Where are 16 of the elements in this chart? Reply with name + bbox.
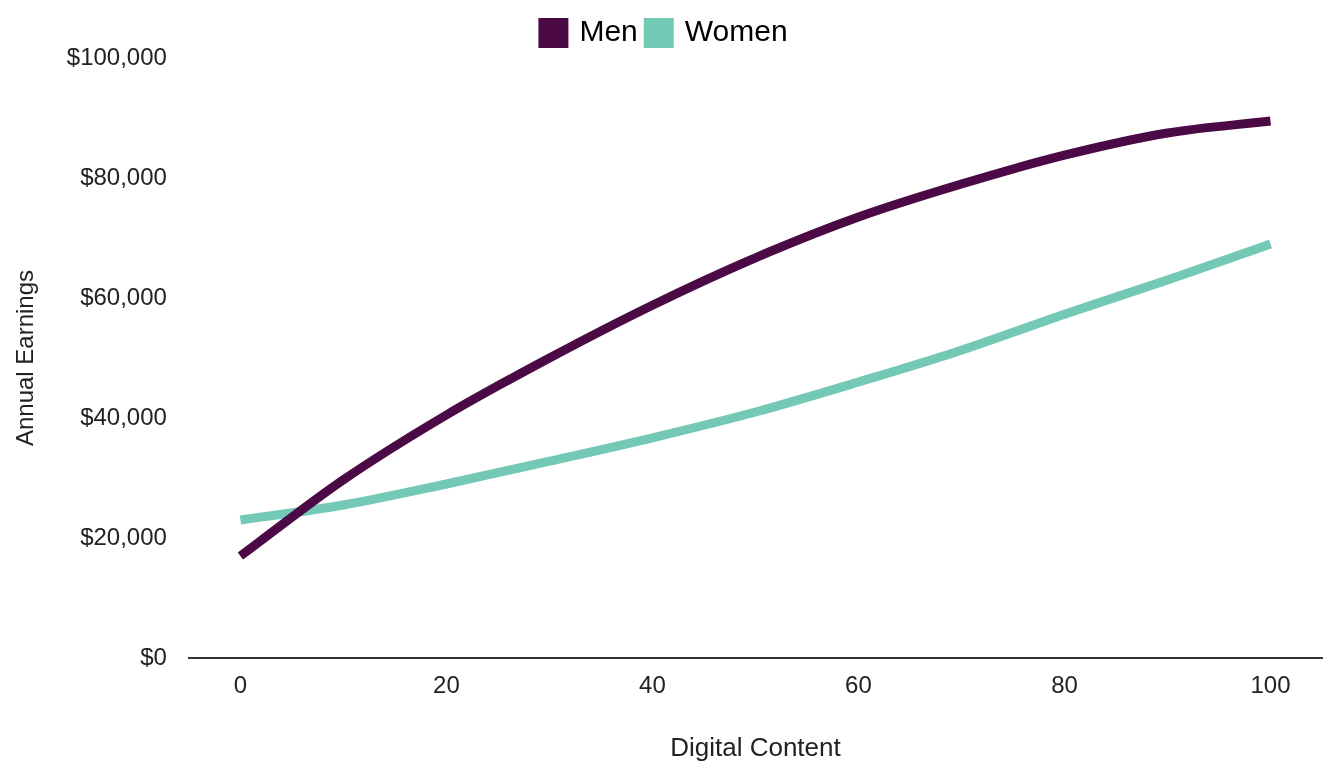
x-tick-label: 80	[1051, 671, 1078, 699]
x-tick-label: 100	[1250, 671, 1291, 699]
y-tick-label: $80,000	[80, 162, 167, 190]
x-axis-title: Digital Content	[670, 731, 842, 762]
y-tick-label: $0	[140, 642, 167, 670]
y-tick-label: $60,000	[80, 282, 167, 310]
y-tick-label: $20,000	[80, 522, 167, 550]
x-tick-label: 40	[639, 671, 666, 699]
y-axis-title: Annual Earnings	[11, 269, 39, 447]
y-tick-label: $40,000	[80, 402, 167, 430]
x-tick-label: 60	[845, 671, 872, 699]
legend-label: Men	[579, 14, 638, 48]
x-tick-label: 0	[233, 671, 248, 699]
y-tick-label: $100,000	[66, 42, 167, 70]
x-tick-label: 20	[433, 671, 460, 699]
legend-label: Women	[684, 14, 788, 48]
